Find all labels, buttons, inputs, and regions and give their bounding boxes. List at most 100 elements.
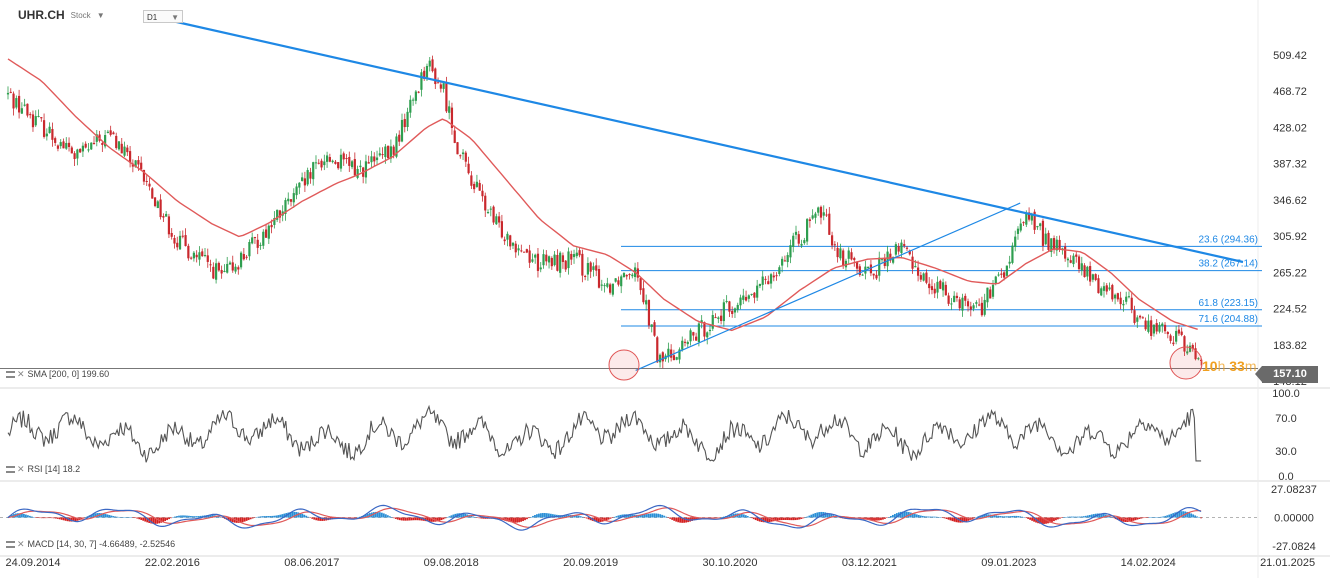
- candle[interactable]: [51, 122, 54, 147]
- candle[interactable]: [564, 259, 567, 272]
- candle[interactable]: [811, 209, 814, 220]
- candle[interactable]: [814, 211, 817, 224]
- candle[interactable]: [550, 256, 553, 270]
- candle[interactable]: [464, 150, 467, 167]
- candle[interactable]: [661, 351, 664, 369]
- candle[interactable]: [542, 249, 545, 269]
- candle[interactable]: [711, 310, 714, 331]
- candle[interactable]: [190, 256, 193, 260]
- candle[interactable]: [531, 253, 534, 263]
- candle[interactable]: [614, 278, 617, 283]
- candle[interactable]: [506, 231, 509, 247]
- candle[interactable]: [753, 292, 756, 304]
- candle[interactable]: [714, 313, 717, 319]
- candle[interactable]: [667, 342, 670, 363]
- candle[interactable]: [1080, 256, 1083, 276]
- candle[interactable]: [1014, 230, 1017, 252]
- candle[interactable]: [481, 184, 484, 202]
- candle[interactable]: [1041, 218, 1045, 252]
- candle[interactable]: [145, 175, 148, 186]
- symbol-label[interactable]: UHR.CH: [18, 8, 65, 22]
- candle[interactable]: [1133, 305, 1136, 325]
- candle[interactable]: [592, 262, 595, 277]
- settings-icon[interactable]: [6, 371, 15, 379]
- candle[interactable]: [1000, 268, 1003, 279]
- candle[interactable]: [1005, 265, 1008, 279]
- candle[interactable]: [151, 187, 154, 199]
- candle[interactable]: [1019, 218, 1022, 233]
- candle[interactable]: [697, 320, 700, 347]
- candle[interactable]: [1064, 242, 1067, 262]
- candle[interactable]: [337, 162, 340, 170]
- candle[interactable]: [695, 332, 698, 342]
- candle[interactable]: [1172, 336, 1175, 346]
- candle[interactable]: [373, 152, 376, 167]
- candle[interactable]: [1039, 222, 1042, 231]
- candle[interactable]: [6, 86, 10, 100]
- candle[interactable]: [198, 246, 201, 266]
- candle[interactable]: [248, 239, 251, 261]
- candle[interactable]: [400, 113, 404, 143]
- candle[interactable]: [747, 294, 750, 303]
- candle[interactable]: [306, 167, 309, 187]
- chevron-down-icon[interactable]: ▼: [171, 13, 179, 22]
- candle[interactable]: [953, 291, 956, 303]
- candle[interactable]: [653, 319, 656, 337]
- close-icon[interactable]: ✕: [17, 464, 25, 474]
- candle[interactable]: [350, 159, 354, 170]
- candle[interactable]: [239, 251, 243, 270]
- candle[interactable]: [267, 224, 270, 245]
- candle[interactable]: [317, 159, 320, 165]
- candle[interactable]: [991, 279, 995, 300]
- candle[interactable]: [725, 295, 728, 304]
- candle[interactable]: [106, 129, 109, 134]
- candle[interactable]: [1116, 292, 1119, 302]
- candle[interactable]: [73, 151, 76, 167]
- candle[interactable]: [173, 234, 176, 249]
- candle[interactable]: [772, 271, 775, 282]
- candle[interactable]: [406, 107, 409, 132]
- candle[interactable]: [1089, 261, 1092, 286]
- candle[interactable]: [1161, 322, 1164, 333]
- candle[interactable]: [778, 265, 781, 277]
- candle[interactable]: [359, 160, 362, 173]
- candle[interactable]: [975, 300, 978, 308]
- candle[interactable]: [547, 255, 551, 269]
- candle[interactable]: [90, 142, 93, 151]
- candle[interactable]: [1169, 333, 1172, 344]
- candle[interactable]: [478, 179, 481, 191]
- candle[interactable]: [40, 116, 43, 122]
- candle[interactable]: [628, 273, 631, 280]
- candle[interactable]: [1119, 291, 1122, 310]
- candle[interactable]: [717, 316, 720, 324]
- candle[interactable]: [611, 283, 614, 297]
- candle[interactable]: [803, 237, 806, 245]
- candle[interactable]: [928, 277, 931, 295]
- candle[interactable]: [115, 132, 118, 150]
- candle[interactable]: [1122, 300, 1125, 312]
- candle[interactable]: [620, 274, 623, 294]
- candle[interactable]: [1016, 226, 1020, 240]
- candle[interactable]: [578, 247, 581, 258]
- candle[interactable]: [822, 205, 825, 221]
- candle[interactable]: [434, 67, 437, 90]
- candle[interactable]: [894, 241, 897, 257]
- candle[interactable]: [972, 303, 975, 312]
- candle[interactable]: [148, 177, 151, 191]
- candle[interactable]: [534, 253, 537, 264]
- candle[interactable]: [731, 306, 734, 318]
- candle[interactable]: [966, 298, 970, 312]
- candle[interactable]: [364, 154, 368, 184]
- candle[interactable]: [459, 154, 462, 159]
- settings-icon[interactable]: [6, 466, 15, 474]
- candle[interactable]: [253, 236, 257, 244]
- candle[interactable]: [187, 243, 190, 261]
- candle[interactable]: [756, 279, 759, 301]
- candle[interactable]: [936, 276, 939, 299]
- main-trendline[interactable]: [149, 14, 1244, 264]
- candle[interactable]: [328, 153, 331, 163]
- candle[interactable]: [389, 139, 393, 163]
- candle[interactable]: [792, 232, 795, 253]
- candle[interactable]: [323, 154, 326, 171]
- candle[interactable]: [259, 242, 262, 250]
